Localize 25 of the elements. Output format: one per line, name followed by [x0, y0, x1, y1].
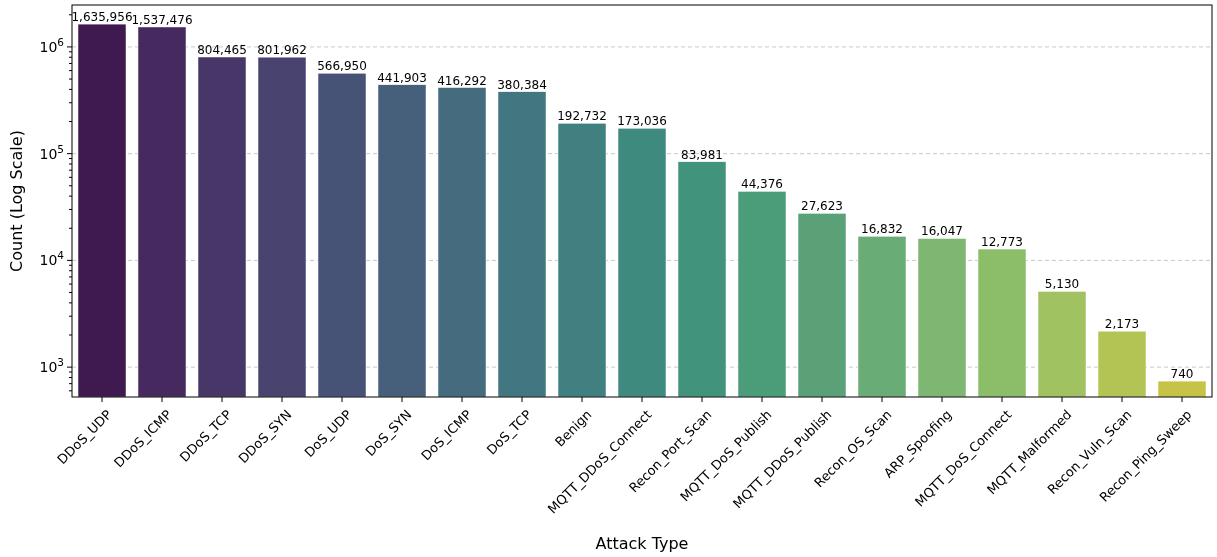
data-label: 441,903	[377, 70, 427, 85]
x-axis-title: Attack Type	[595, 534, 689, 553]
data-label: 83,981	[681, 147, 723, 162]
data-label: 740	[1170, 367, 1194, 382]
data-label: 12,773	[981, 235, 1023, 250]
y-tick-label: 10$^{4}$	[39, 249, 65, 269]
data-label: 5,130	[1044, 277, 1080, 292]
y-axis-title: Count (Log Scale)	[7, 130, 26, 272]
data-label: 27,623	[801, 199, 843, 214]
y-tick-label: 10$^{6}$	[39, 35, 65, 55]
data-label: 173,036	[617, 114, 667, 129]
data-label: 804,465	[197, 43, 247, 57]
data-label: 1,635,956	[71, 10, 133, 25]
data-label: 566,950	[317, 59, 367, 74]
data-label: 801,962	[257, 43, 307, 58]
data-label: 416,292	[437, 73, 487, 88]
y-tick-label: 10$^{3}$	[39, 356, 64, 376]
data-label: 1,537,476	[131, 12, 193, 27]
y-tick-label: 10$^{5}$	[39, 142, 64, 162]
data-label: 380,384	[497, 77, 547, 92]
data-label: 16,047	[921, 224, 963, 239]
data-label: 44,376	[741, 177, 783, 192]
data-label: 192,732	[557, 109, 607, 124]
data-label: 16,832	[861, 222, 903, 237]
data-label: 2,173	[1104, 317, 1140, 332]
